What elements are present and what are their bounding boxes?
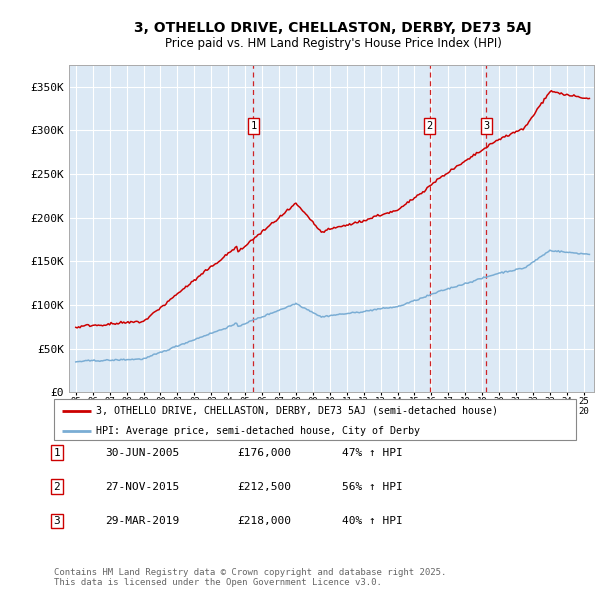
Text: 3, OTHELLO DRIVE, CHELLASTON, DERBY, DE73 5AJ (semi-detached house): 3, OTHELLO DRIVE, CHELLASTON, DERBY, DE7…	[96, 406, 498, 416]
Text: 3, OTHELLO DRIVE, CHELLASTON, DERBY, DE73 5AJ: 3, OTHELLO DRIVE, CHELLASTON, DERBY, DE7…	[134, 21, 532, 35]
Text: 1: 1	[250, 121, 257, 131]
Text: Price paid vs. HM Land Registry's House Price Index (HPI): Price paid vs. HM Land Registry's House …	[164, 37, 502, 50]
Text: 3: 3	[53, 516, 61, 526]
Text: 29-MAR-2019: 29-MAR-2019	[105, 516, 179, 526]
Text: £218,000: £218,000	[237, 516, 291, 526]
Text: 2: 2	[427, 121, 433, 131]
Text: 56% ↑ HPI: 56% ↑ HPI	[342, 482, 403, 491]
Text: 30-JUN-2005: 30-JUN-2005	[105, 448, 179, 457]
Text: HPI: Average price, semi-detached house, City of Derby: HPI: Average price, semi-detached house,…	[96, 426, 420, 436]
Text: 40% ↑ HPI: 40% ↑ HPI	[342, 516, 403, 526]
Text: 47% ↑ HPI: 47% ↑ HPI	[342, 448, 403, 457]
Text: £212,500: £212,500	[237, 482, 291, 491]
Text: 27-NOV-2015: 27-NOV-2015	[105, 482, 179, 491]
Text: 2: 2	[53, 482, 61, 491]
Text: £176,000: £176,000	[237, 448, 291, 457]
Text: 1: 1	[53, 448, 61, 457]
Text: 3: 3	[483, 121, 490, 131]
Text: Contains HM Land Registry data © Crown copyright and database right 2025.
This d: Contains HM Land Registry data © Crown c…	[54, 568, 446, 587]
